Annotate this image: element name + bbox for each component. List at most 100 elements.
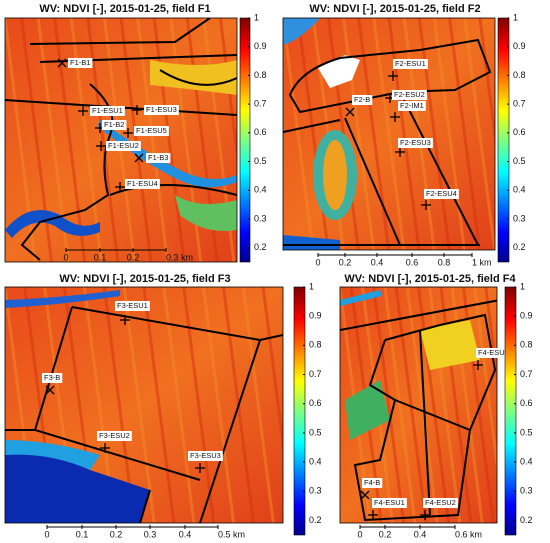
label-box: [68, 58, 93, 68]
point-label: F3-ESU1: [117, 301, 148, 310]
colorbar-tick-label: 0.4: [309, 456, 322, 466]
point-label: F2-ESU1: [395, 59, 426, 68]
point-label: F1-B3: [148, 153, 168, 162]
map-panel: WV: NDVI [-], 2015-01-25, field F2 F2-ESU…: [282, 3, 526, 267]
colorbar-tick-label: 0.5: [309, 427, 322, 437]
colorbar-tick-label: 0.9: [254, 41, 267, 51]
point-label: F4-ESU2: [425, 498, 456, 507]
map-panel: WV: NDVI [-], 2015-01-25, field F4 F4-ESU…: [339, 273, 533, 539]
colorbar-tick-label: 0.8: [520, 340, 533, 350]
colorbar: [293, 286, 306, 536]
field-boundary: [399, 91, 479, 246]
point-label: F3-B: [44, 373, 60, 382]
point-label: F3-ESU2: [99, 431, 130, 440]
label-box: [423, 498, 458, 508]
field-texture: [182, 287, 216, 523]
panel-title: WV: NDVI [-], 2015-01-25, field F3: [59, 273, 230, 285]
scale-label: 0.4: [414, 529, 427, 539]
land-feature: [5, 290, 120, 308]
colorbar-tick-label: 0.8: [254, 70, 267, 80]
land-feature: [340, 290, 382, 306]
colorbar-tick-label: 0.7: [520, 369, 533, 379]
map-frame: [4, 17, 238, 263]
field-texture: [142, 287, 176, 523]
map-panel: WV: NDVI [-], 2015-01-25, field F3 F3-ESU…: [4, 273, 322, 539]
label-box: [146, 153, 171, 163]
point-label: F4-ESU3: [478, 348, 509, 357]
panel-title: WV: NDVI [-], 2015-01-25, field F2: [309, 3, 480, 15]
field-boundary: [394, 399, 471, 431]
point-label: F1-B1: [70, 58, 90, 67]
scale-label: 0.4: [371, 257, 384, 267]
label-box: [352, 95, 373, 105]
colorbar-tick-label: 0.5: [254, 156, 267, 166]
field-texture: [383, 287, 417, 523]
land-feature: [150, 60, 237, 95]
scale-label: 0: [44, 529, 49, 539]
colorbar-tick-label: 1: [513, 12, 518, 22]
land-feature: [5, 454, 150, 523]
point-label: F1-ESU1: [92, 106, 123, 115]
label-box: [393, 59, 428, 69]
colorbar-tick-label: 0.6: [309, 398, 322, 408]
scale-label: 0.3 km: [166, 252, 193, 262]
marker: [345, 107, 355, 117]
colorbar-tick-label: 0.2: [254, 242, 267, 252]
colorbar-tick-label: 0.7: [513, 98, 526, 108]
field-texture: [405, 287, 439, 523]
ndvi-map: [5, 287, 283, 523]
map-frame: [4, 286, 284, 524]
colorbar-tick-label: 0.3: [254, 213, 267, 223]
point-label: F3-ESU3: [190, 451, 221, 460]
label-box: [372, 498, 407, 508]
land-feature: [5, 210, 100, 238]
colorbar-tick-label: 0.9: [520, 311, 533, 321]
colorbar: [504, 286, 517, 536]
map-frame: [282, 17, 496, 251]
label-box: [398, 138, 433, 148]
field-texture: [261, 287, 283, 456]
field-texture: [357, 18, 391, 250]
field-texture: [122, 287, 156, 523]
scale-label: 0.1: [76, 529, 89, 539]
label-box: [392, 90, 427, 100]
point-label: F1-ESU3: [146, 105, 177, 114]
land-feature: [175, 195, 237, 231]
scale-label: 0: [357, 529, 362, 539]
land-feature: [5, 440, 100, 470]
field-texture: [53, 18, 87, 262]
field-texture: [241, 287, 275, 523]
colorbar-tick-label: 1: [520, 281, 525, 291]
point-label: F2-ESU3: [400, 138, 431, 147]
label-box: [125, 179, 160, 189]
field-boundary: [344, 117, 401, 246]
panel-title: WV: NDVI [-], 2015-01-25, field F4: [344, 273, 516, 285]
scale-label: 0.2: [127, 252, 140, 262]
colorbar-tick-label: 0.5: [520, 427, 533, 437]
colorbar-tick-label: 0.6: [254, 127, 267, 137]
colorbar-tick-label: 0.2: [309, 515, 322, 525]
field-texture: [417, 287, 450, 523]
field-boundary: [259, 334, 283, 341]
colorbar-tick-label: 1: [254, 12, 259, 22]
colorbar: [239, 17, 251, 263]
colorbar-tick-label: 0.6: [513, 127, 526, 137]
scale-label: 0.3: [144, 529, 157, 539]
field-boundary: [283, 119, 341, 133]
map-frame: [339, 286, 498, 524]
ndvi-map: [283, 18, 495, 250]
colorbar-tick-label: 0.9: [513, 41, 526, 51]
point-label: F1-ESU4: [127, 179, 158, 188]
label-box: [106, 141, 141, 151]
field-boundary: [419, 329, 431, 516]
marker: [45, 385, 55, 395]
point-label: F1-ESU5: [136, 126, 167, 135]
label-box: [90, 106, 125, 116]
colorbar-tick-label: 0.9: [309, 311, 322, 321]
label-box: [102, 120, 127, 130]
point-label: F1-ESU2: [108, 141, 139, 150]
field-texture: [463, 18, 495, 250]
scale-label: 0.2: [339, 257, 352, 267]
field-texture: [387, 18, 421, 250]
